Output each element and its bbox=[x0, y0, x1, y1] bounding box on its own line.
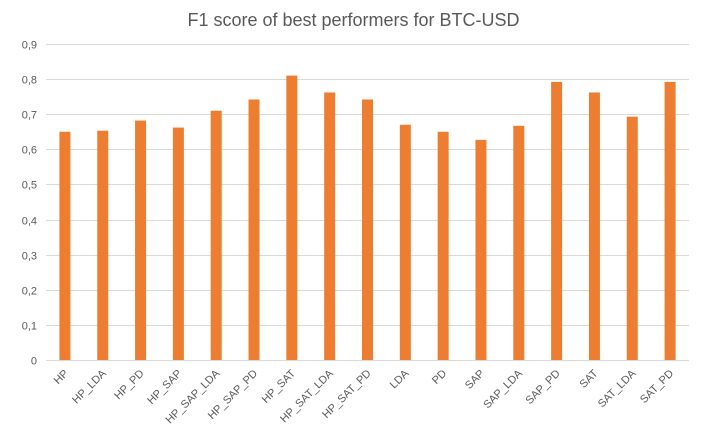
x-tick-label: SAP_PD bbox=[524, 368, 563, 407]
x-tick-label: HP_SAT bbox=[260, 367, 298, 405]
y-tick-label: 0,6 bbox=[22, 145, 37, 157]
x-tick-label: SAP_LDA bbox=[481, 367, 525, 411]
y-tick-label: 0,4 bbox=[22, 216, 37, 228]
x-tick-label: SAT_LDA bbox=[596, 367, 639, 410]
bar-sat-lda bbox=[626, 116, 638, 361]
bar-sap-pd bbox=[551, 81, 563, 361]
x-tick-label: SAT bbox=[578, 367, 601, 390]
y-axis-ticks: 0 0,1 0,2 0,3 0,4 0,5 0,6 0,7 0,8 0,9 bbox=[22, 40, 37, 368]
bar-sap-lda bbox=[513, 125, 525, 360]
bar-hp-sap-lda bbox=[210, 110, 222, 361]
x-tick-label: HP_LDA bbox=[70, 367, 109, 406]
y-tick-label: 0 bbox=[31, 356, 37, 368]
y-tick-label: 0,9 bbox=[22, 40, 37, 52]
y-tick-label: 0,1 bbox=[22, 321, 37, 333]
bar-hp-sat bbox=[286, 75, 298, 360]
bar-hp-sat-pd bbox=[362, 99, 373, 360]
x-tick-label: SAP bbox=[463, 368, 487, 392]
bar-sat bbox=[588, 92, 600, 360]
y-tick-label: 0,8 bbox=[22, 75, 37, 87]
x-tick-label: HP_SAP bbox=[145, 368, 184, 407]
bars bbox=[59, 75, 676, 361]
bar-sat-pd bbox=[664, 81, 676, 361]
x-tick-label: HP bbox=[52, 368, 71, 387]
y-tick-label: 0,2 bbox=[22, 286, 37, 298]
x-tick-label: SAT_PD bbox=[638, 368, 676, 406]
bar-sap bbox=[475, 139, 487, 360]
bar-hp-lda bbox=[97, 130, 109, 360]
bar-lda bbox=[399, 124, 411, 360]
chart-title: F1 score of best performers for BTC-USD bbox=[187, 10, 519, 30]
x-tick-label: PD bbox=[430, 368, 449, 387]
x-tick-label: HP_PD bbox=[112, 368, 146, 402]
y-tick-label: 0,5 bbox=[22, 180, 37, 192]
bar-hp-pd bbox=[135, 120, 147, 360]
bar-hp-sap-pd bbox=[248, 99, 260, 360]
y-tick-label: 0,7 bbox=[22, 110, 37, 122]
x-tick-label: LDA bbox=[388, 367, 412, 391]
bar-pd bbox=[437, 131, 449, 360]
y-tick-label: 0,3 bbox=[22, 251, 37, 263]
bar-hp-sap bbox=[172, 127, 184, 360]
bar-hp-sat-lda bbox=[324, 92, 336, 360]
bar-hp bbox=[59, 131, 71, 360]
